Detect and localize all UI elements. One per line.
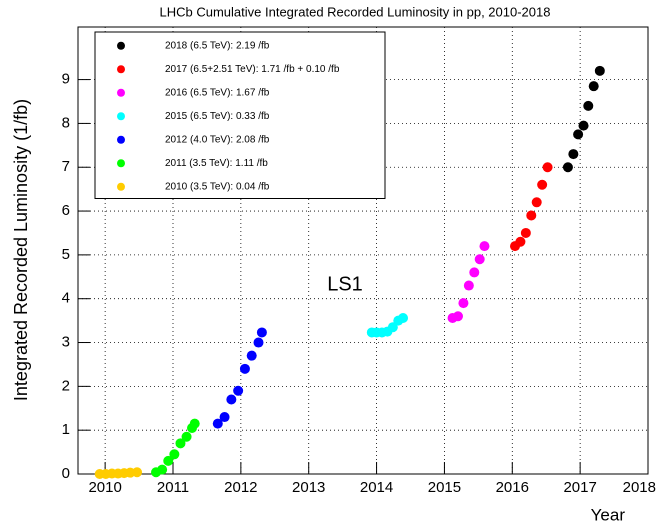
legend-marker [117, 112, 125, 121]
data-point [246, 350, 257, 361]
legend-label: 2011 (3.5 TeV): 1.11 /fb [165, 158, 268, 169]
data-point [583, 100, 594, 111]
data-point [169, 449, 180, 460]
data-point [212, 418, 223, 429]
x-tick-label: 2012 [224, 479, 257, 496]
y-tick-label: 0 [62, 465, 70, 482]
legend-marker [117, 182, 125, 191]
y-tick-label: 2 [62, 377, 70, 394]
y-tick-label: 7 [62, 158, 70, 175]
legend-label: 2016 (6.5 TeV): 1.67 /fb [165, 87, 270, 98]
chart-title: LHCb Cumulative Integrated Recorded Lumi… [160, 4, 551, 19]
x-tick-label: 2015 [428, 479, 461, 496]
legend-marker [117, 159, 125, 168]
x-tick-label: 2018 [623, 479, 656, 496]
data-point [226, 394, 237, 405]
data-point [253, 337, 264, 348]
data-point [453, 311, 463, 322]
data-point [181, 431, 192, 442]
data-point [219, 412, 230, 423]
y-tick-label: 6 [62, 202, 70, 219]
data-point [157, 464, 168, 475]
legend-marker [117, 65, 125, 74]
x-tick-label: 2014 [360, 479, 393, 496]
legend-label: 2010 (3.5 TeV): 0.04 /fb [165, 181, 270, 192]
data-point [537, 179, 548, 190]
data-point [458, 298, 469, 309]
y-tick-label: 4 [62, 290, 70, 307]
legend-marker [117, 88, 125, 97]
legend-label: 2017 (6.5+2.51 TeV): 1.71 /fb + 0.10 /fb [165, 64, 340, 75]
data-point [594, 65, 605, 76]
data-point [578, 120, 589, 131]
legend-label: 2015 (6.5 TeV): 0.33 /fb [165, 111, 270, 122]
legend-marker [117, 135, 125, 144]
data-point [469, 267, 480, 278]
x-axis-label: Year [591, 505, 626, 524]
x-tick-label: 2016 [496, 479, 529, 496]
data-point [474, 254, 485, 265]
data-point [573, 129, 584, 140]
data-point [163, 455, 174, 466]
data-point [520, 227, 531, 238]
data-point [526, 210, 537, 221]
data-point [562, 162, 573, 173]
x-tick-label: 2010 [88, 479, 121, 496]
annotation: LS1 [327, 273, 363, 295]
data-point [568, 149, 579, 160]
y-tick-label: 9 [62, 71, 70, 88]
y-tick-label: 8 [62, 114, 70, 131]
y-tick-label: 1 [62, 421, 70, 438]
data-point [175, 438, 186, 449]
data-point [387, 322, 398, 333]
data-point [233, 385, 244, 396]
data-point [239, 363, 250, 374]
data-point [398, 312, 409, 323]
data-point [515, 236, 526, 247]
x-tick-label: 2011 [157, 479, 189, 496]
legend-box [94, 31, 386, 199]
data-point [463, 280, 474, 291]
y-tick-label: 5 [62, 246, 70, 263]
legend-label: 2018 (6.5 TeV): 2.19 /fb [165, 40, 270, 51]
legend-label: 2012 (4.0 TeV): 2.08 /fb [165, 134, 270, 145]
data-point [132, 467, 143, 478]
data-point [479, 241, 490, 252]
data-point [256, 327, 267, 338]
x-tick-label: 2013 [292, 479, 325, 496]
x-tick-label: 2017 [563, 479, 596, 496]
legend-marker [117, 41, 125, 50]
data-point [189, 418, 200, 429]
y-tick-label: 3 [62, 333, 70, 350]
data-point [531, 197, 542, 208]
y-axis-label: Integrated Recorded Luminosity (1/fb) [11, 99, 31, 401]
data-point [588, 81, 599, 92]
data-point [542, 162, 553, 173]
